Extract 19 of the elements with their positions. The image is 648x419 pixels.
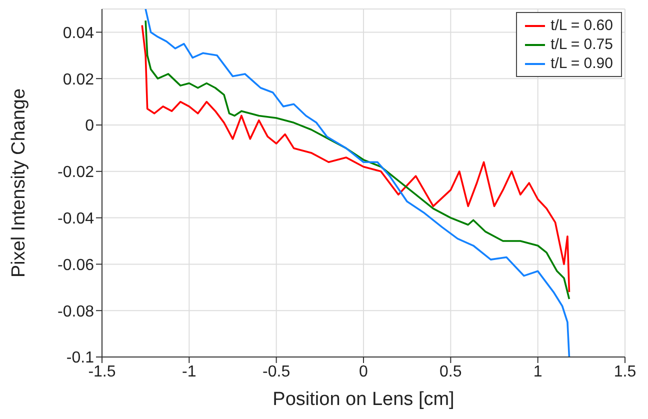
y-tick-label: 0.04: [62, 24, 94, 42]
x-tick-label: 1.5: [614, 363, 636, 380]
legend-label: t/L = 0.60: [550, 16, 613, 35]
x-tick-label: -1: [182, 363, 196, 380]
y-axis-title: Pixel Intensity Change: [8, 88, 30, 278]
y-tick-label: -0.04: [58, 210, 94, 228]
legend-label: t/L = 0.90: [550, 54, 613, 73]
x-tick-label: 1: [533, 363, 542, 380]
x-axis-title: Position on Lens [cm]: [272, 389, 454, 410]
x-tick-label: 0: [359, 363, 368, 380]
legend-label: t/L = 0.75: [550, 35, 613, 54]
x-tick-label: -0.5: [262, 363, 290, 380]
x-tick-label: 0.5: [440, 363, 462, 380]
y-tick-label: 0.02: [62, 71, 94, 88]
y-tick-label: -0.06: [58, 256, 94, 274]
line-series: [144, 9, 570, 357]
y-tick-label: -0.02: [58, 164, 94, 182]
y-tick-label: 0: [85, 118, 94, 135]
y-tick-label: -0.08: [58, 303, 94, 320]
